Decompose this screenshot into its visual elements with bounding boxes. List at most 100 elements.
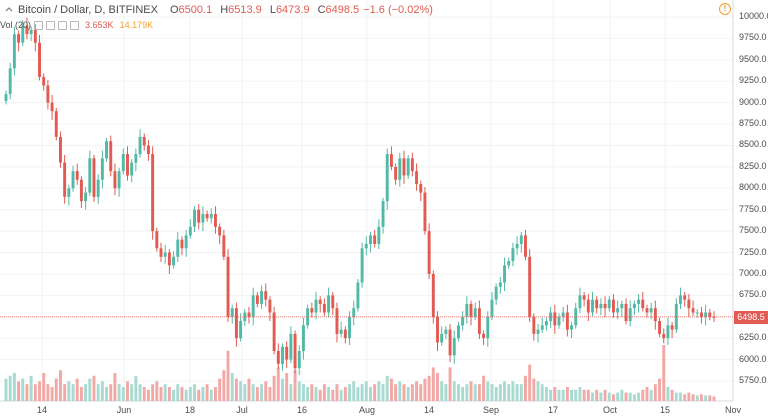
volume-bar — [201, 387, 205, 401]
volume-bar — [436, 373, 439, 401]
time-tick-label: 18 — [184, 405, 196, 415]
volume-bar — [142, 387, 146, 401]
candle-body — [691, 308, 695, 313]
volume-bar — [415, 381, 419, 401]
candle-body — [71, 171, 75, 189]
candle-body — [507, 261, 511, 266]
volume-bar — [406, 387, 410, 401]
price-tick-label: 7750.0 — [739, 203, 767, 214]
candle-body — [440, 333, 444, 343]
volume-bar — [360, 384, 364, 401]
candle-body — [12, 34, 16, 69]
last-price-label: 6498.5 — [734, 311, 768, 324]
candle-body — [477, 308, 481, 334]
volume-bar — [536, 381, 540, 401]
volume-bar — [708, 395, 712, 401]
candle-body — [712, 316, 716, 318]
candle-body — [616, 308, 620, 313]
candle-body — [486, 316, 490, 339]
candle-body — [96, 179, 100, 197]
candle-body — [234, 308, 238, 339]
candle-body — [364, 243, 368, 249]
volume-bar — [92, 375, 96, 401]
symbol-title[interactable]: Bitcoin / Dollar, D, BITFINEX — [18, 4, 158, 16]
candle-body — [586, 299, 590, 313]
time-tick-label: 17 — [547, 405, 559, 415]
volume-bar — [71, 384, 75, 401]
candle-body — [528, 256, 532, 317]
candle-body — [126, 154, 129, 176]
volume-bar — [38, 381, 41, 401]
volume-bar — [419, 384, 423, 401]
volume-bar — [410, 384, 414, 401]
volume-bar — [339, 389, 343, 401]
candle-body — [100, 158, 104, 180]
candle-body — [339, 329, 343, 334]
candle-body — [423, 192, 427, 232]
ohlc-low-value: 6473.9 — [275, 4, 310, 16]
time-tick-label: Oct — [602, 405, 618, 415]
volume-bar — [628, 392, 632, 401]
volume-bar — [461, 387, 465, 401]
candle-body — [276, 351, 280, 364]
candle-body — [209, 213, 213, 219]
candle-body — [389, 154, 393, 167]
volume-bar — [490, 384, 494, 401]
candle-body — [314, 299, 318, 313]
volume-bar — [88, 378, 92, 401]
volume-bar — [440, 381, 444, 401]
volume-bar — [188, 387, 192, 401]
candle-body — [226, 256, 230, 317]
volume-bar — [565, 387, 569, 401]
ohlc-open-key: O — [169, 4, 179, 16]
volume-bar — [557, 389, 561, 401]
volume-bar — [50, 387, 54, 401]
volume-bar — [561, 389, 565, 401]
volume-bar — [29, 375, 33, 401]
volume-value: 3.653K — [85, 20, 114, 30]
candle-body — [385, 154, 389, 202]
candle-body — [109, 141, 113, 172]
volume-bar — [632, 394, 636, 401]
volume-bar — [473, 384, 477, 401]
volume-bar — [662, 345, 666, 401]
settings-icon[interactable] — [46, 20, 56, 30]
volume-label[interactable]: Vol (20) — [0, 20, 32, 30]
alert-icon[interactable]: ! — [719, 3, 731, 15]
volume-bar — [214, 387, 217, 401]
more-icon[interactable] — [70, 20, 80, 30]
volume-bar — [33, 384, 37, 401]
candle-body — [159, 248, 163, 257]
price-tick-label: 8500.0 — [739, 139, 767, 150]
candle-body — [557, 316, 561, 326]
candle-body — [92, 158, 96, 197]
candle-body — [176, 239, 180, 257]
candle-body — [142, 136, 146, 146]
volume-bar — [331, 389, 335, 401]
volume-bar — [327, 387, 331, 401]
volume-bar — [79, 387, 83, 401]
volume-bar — [674, 392, 678, 401]
candle-body — [436, 316, 439, 343]
candle-body — [155, 231, 159, 249]
eye-icon[interactable] — [34, 20, 44, 30]
candle-body — [369, 235, 372, 244]
close-icon[interactable] — [58, 20, 68, 30]
volume-bar — [356, 387, 360, 401]
volume-bar — [251, 384, 255, 401]
volume-bar — [193, 384, 196, 401]
candle-body — [461, 316, 465, 326]
candle-body — [465, 303, 469, 317]
candle-body — [679, 295, 682, 304]
candle-body — [452, 338, 456, 356]
candle-body — [289, 333, 293, 360]
candle-body — [218, 226, 222, 236]
candle-body — [649, 308, 653, 313]
candle-body — [134, 154, 138, 163]
candle-body — [8, 68, 12, 95]
volume-bar — [293, 370, 297, 401]
collapse-chevron-icon[interactable] — [4, 5, 14, 15]
volume-bar — [695, 395, 699, 401]
